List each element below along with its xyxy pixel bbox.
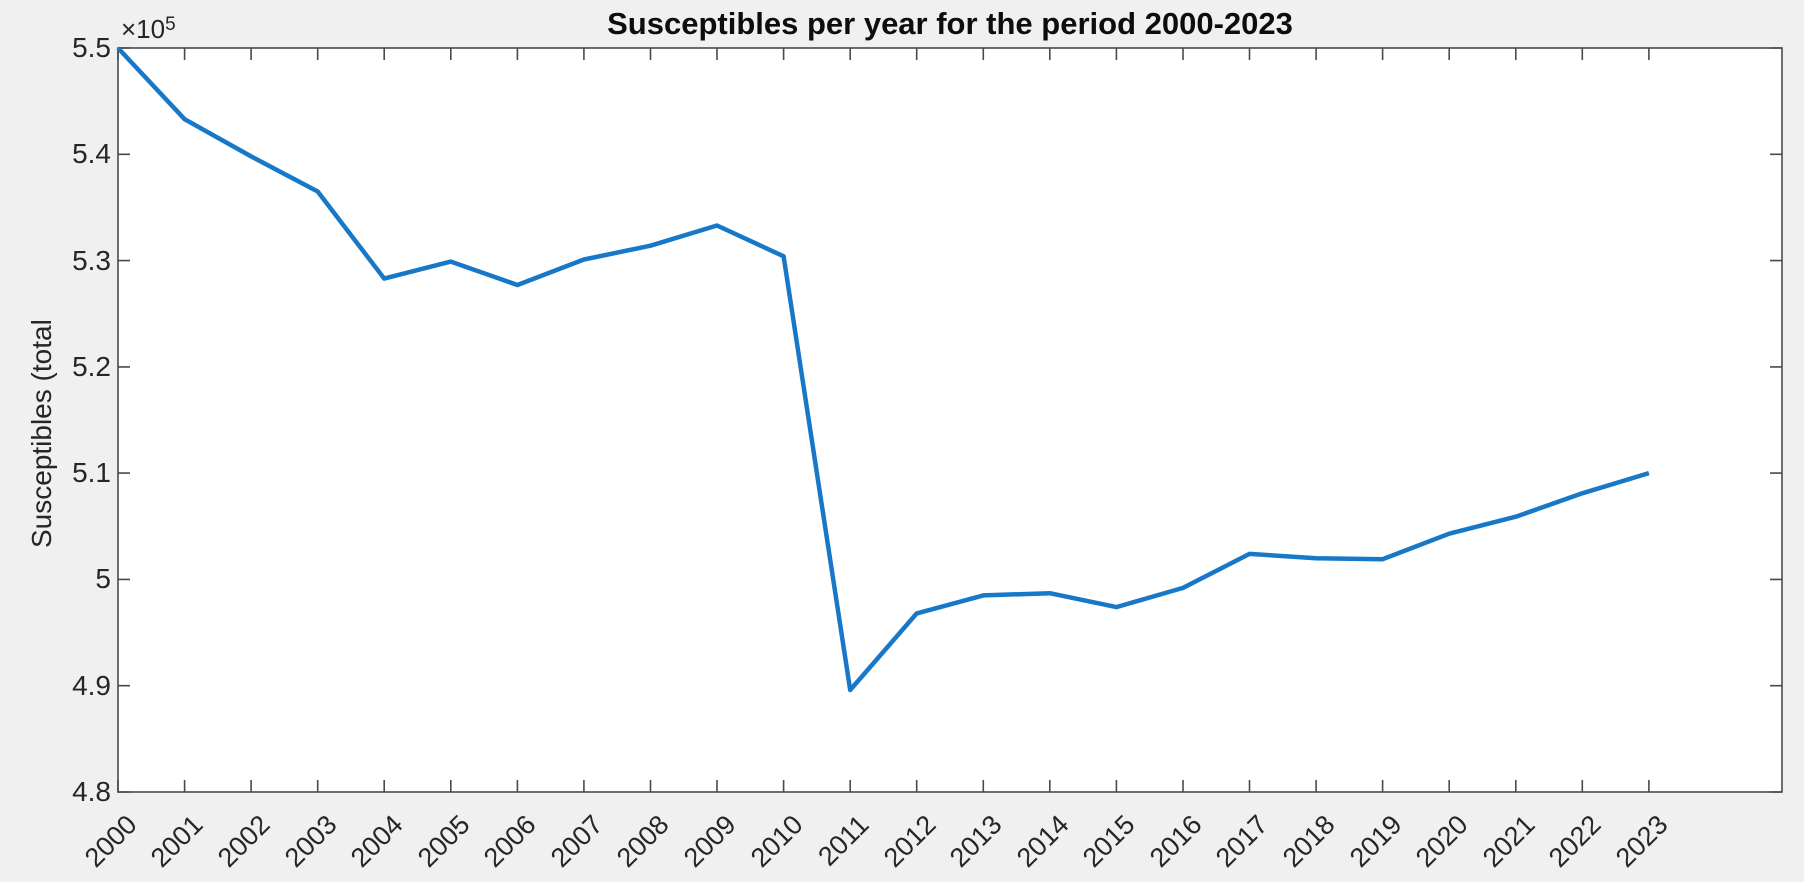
y-tick-label: 5.1 xyxy=(72,457,111,489)
exponent-base-text: ×10 xyxy=(121,14,166,44)
y-tick-label: 4.8 xyxy=(72,776,111,807)
y-tick-label: 5.3 xyxy=(72,244,111,276)
y-tick-label: 5.4 xyxy=(72,138,111,170)
y-tick-label: 5.5 xyxy=(72,32,111,63)
chart-title: Susceptibles per year for the period 200… xyxy=(607,6,1293,41)
y-tick-label: 4.9 xyxy=(72,669,111,701)
exponent-value-text: 5 xyxy=(165,14,176,35)
y-axis-exponent-label: ×105 xyxy=(121,14,176,45)
axis-box xyxy=(117,47,1783,793)
y-axis-label: Susceptibles (total xyxy=(26,319,57,548)
y-tick-label: 5 xyxy=(95,563,111,595)
y-tick-label: 5.2 xyxy=(72,350,111,382)
susceptibles-line xyxy=(116,46,1650,693)
plot-area xyxy=(118,48,1782,792)
